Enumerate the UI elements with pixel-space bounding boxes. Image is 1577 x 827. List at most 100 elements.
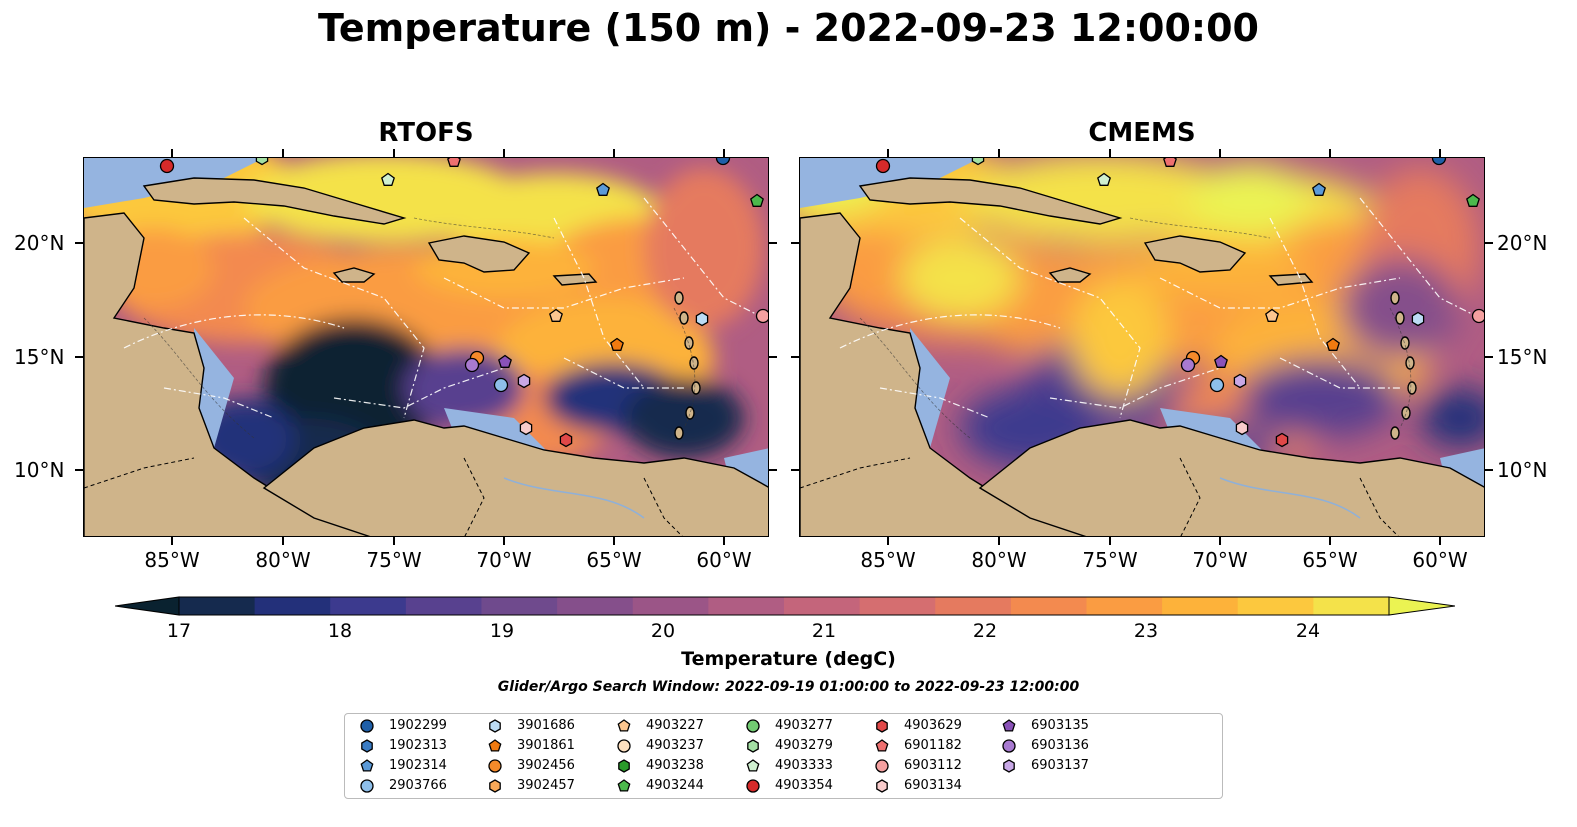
- land-island: [679, 311, 689, 325]
- float-legend: 1902299 1902313 1902314 2903766 3901686 39018…: [344, 713, 1223, 799]
- float-marker: [447, 158, 461, 167]
- legend-marker: [488, 739, 502, 752]
- pentagon-marker-icon: [617, 719, 631, 732]
- eez-boundaries: [123, 197, 765, 419]
- colorbar-segment: [179, 597, 256, 615]
- legend-label: 2903766: [389, 778, 447, 793]
- tick-mark: [282, 537, 284, 545]
- x-tick-label: 65°W: [1302, 548, 1358, 572]
- colorbar-segment: [1313, 597, 1390, 615]
- x-tick-label: 85°W: [860, 548, 916, 572]
- depth-contour: [1389, 307, 1412, 429]
- land-south-america: [262, 419, 768, 536]
- legend-label: 6901182: [904, 738, 962, 753]
- tick-mark: [1485, 469, 1493, 471]
- legend-label: 4903333: [775, 758, 833, 773]
- tick-mark: [769, 469, 777, 471]
- river: [1219, 477, 1361, 519]
- land: [800, 177, 1484, 536]
- colorbar-segment: [254, 597, 331, 615]
- float-marker: [1214, 354, 1228, 368]
- float-marker: [549, 308, 563, 322]
- tick-mark: [791, 242, 799, 244]
- border-line: [84, 457, 195, 489]
- tick-mark: [1485, 356, 1493, 358]
- float-marker: [715, 158, 731, 166]
- legend-marker: [875, 739, 889, 752]
- hexagon-marker-icon: [876, 779, 888, 793]
- land-jamaica: [1048, 267, 1092, 283]
- circle-marker-icon: [746, 779, 760, 793]
- float-marker: [1471, 308, 1484, 324]
- border-line: [643, 477, 683, 536]
- legend-marker: [360, 719, 374, 733]
- tick-mark: [1485, 242, 1493, 244]
- float-marker: [1180, 357, 1196, 373]
- pentagon-marker-icon: [1002, 719, 1016, 732]
- land-island: [689, 356, 699, 370]
- colorbar-segment: [330, 597, 407, 615]
- depth-contours: [859, 217, 1412, 439]
- legend-marker: [360, 759, 374, 772]
- legend-marker: [360, 779, 374, 793]
- tick-mark: [723, 149, 725, 157]
- colorbar-tick-label: 17: [166, 620, 192, 642]
- eez-line: [1279, 357, 1400, 389]
- float-marker: [875, 158, 891, 174]
- tick-mark: [613, 537, 615, 545]
- legend-label: 3901686: [517, 718, 575, 733]
- land-island: [1400, 336, 1410, 350]
- map-panel-cmems: [799, 157, 1485, 537]
- float-marker: [1466, 193, 1480, 207]
- x-tick-label: 70°W: [476, 548, 532, 572]
- land-island: [1401, 406, 1411, 420]
- legend-label: 6903136: [1031, 738, 1089, 753]
- land-island: [1390, 426, 1400, 440]
- land-island: [685, 406, 695, 420]
- land-island: [1405, 356, 1415, 370]
- tick-mark: [998, 537, 1000, 545]
- colorbar-tick-label: 20: [650, 620, 676, 642]
- hexagon-marker-icon: [489, 719, 501, 733]
- float-marker: [1431, 158, 1447, 166]
- colorbar-segment: [784, 597, 861, 615]
- hexagon-marker-icon: [876, 719, 888, 733]
- tick-mark: [503, 537, 505, 545]
- float-marker: [596, 182, 610, 196]
- land-island: [691, 381, 701, 395]
- eez-line: [563, 357, 684, 389]
- colorbar-segment: [481, 597, 558, 615]
- eez-boundaries: [839, 197, 1481, 419]
- eez-line: [163, 387, 275, 419]
- eez-line: [959, 217, 1141, 419]
- colorbar-segment: [935, 597, 1012, 615]
- tick-mark: [75, 356, 83, 358]
- legend-label: 4903237: [646, 738, 704, 753]
- border-line: [463, 457, 485, 536]
- float-marker: [1411, 311, 1425, 327]
- land-island: [674, 291, 684, 305]
- cold-anomaly: [624, 378, 744, 458]
- pentagon-marker-icon: [360, 759, 374, 772]
- depth-contour: [1129, 217, 1271, 239]
- float-marker: [750, 193, 764, 207]
- depth-contour: [413, 217, 555, 239]
- legend-marker: [746, 719, 760, 733]
- legend-marker: [1002, 739, 1016, 753]
- y-tick-label: 20°N: [14, 231, 65, 255]
- legend-marker: [746, 759, 760, 772]
- colorbar-tick-label: 18: [327, 620, 353, 642]
- eez-line: [1359, 197, 1481, 319]
- tick-mark: [393, 537, 395, 545]
- legend-marker: [876, 779, 888, 793]
- legend-label: 1902314: [389, 758, 447, 773]
- tick-mark: [503, 149, 505, 157]
- pentagon-marker-icon: [617, 779, 631, 792]
- eez-line: [1159, 277, 1401, 309]
- float-marker: [519, 420, 533, 436]
- legend-label: 1902299: [389, 718, 447, 733]
- y-tick-label: 15°N: [14, 345, 65, 369]
- float-marker: [1265, 308, 1279, 322]
- tick-mark: [613, 149, 615, 157]
- legend-marker: [617, 739, 631, 753]
